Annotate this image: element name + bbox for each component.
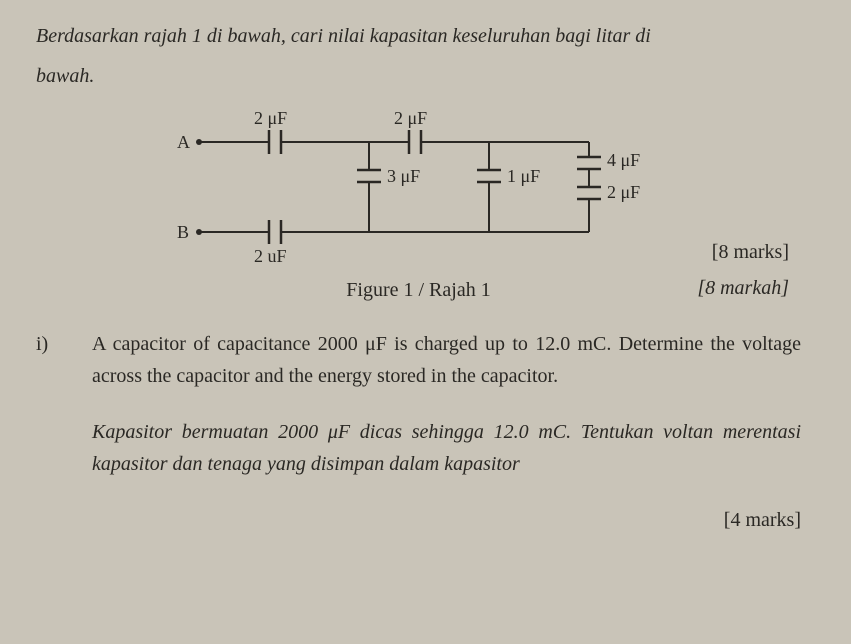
cap-right-top-label: 4 μF — [607, 150, 640, 170]
question-i-en: A capacitor of capacitance 2000 μF is ch… — [92, 328, 801, 392]
cap-top-left-label: 2 μF — [254, 108, 287, 128]
page-root: Berdasarkan rajah 1 di bawah, cari nilai… — [0, 0, 851, 556]
cap-mid-right-label: 1 μF — [507, 166, 540, 186]
figure-caption: Figure 1 / Rajah 1 — [346, 274, 490, 306]
question-i: i) A capacitor of capacitance 2000 μF is… — [36, 328, 801, 536]
cap-bottom-label: 2 uF — [254, 246, 287, 266]
question-i-label: i) — [36, 328, 92, 536]
cap-mid-left-label: 3 μF — [387, 166, 420, 186]
marks-ms: [8 markah] — [697, 272, 789, 304]
intro-line-2: bawah. — [36, 60, 801, 92]
node-a-label: A — [177, 132, 190, 152]
cap-right-bot-label: 2 μF — [607, 182, 640, 202]
question-i-ms: Kapasitor bermuatan 2000 μF dicas sehing… — [92, 416, 801, 480]
intro-line-1: Berdasarkan rajah 1 di bawah, cari nilai… — [36, 20, 801, 52]
marks-block: [8 marks] [8 markah] — [697, 232, 789, 308]
question-i-marks: [4 marks] — [92, 504, 801, 536]
question-i-body: A capacitor of capacitance 2000 μF is ch… — [92, 328, 801, 536]
node-b-label: B — [177, 222, 189, 242]
marks-en: [8 marks] — [697, 236, 789, 268]
cap-top-right-label: 2 μF — [394, 108, 427, 128]
circuit-diagram: A 2 μF 2 μF 4 μF — [159, 102, 679, 272]
figure-1: A 2 μF 2 μF 4 μF — [36, 102, 801, 306]
